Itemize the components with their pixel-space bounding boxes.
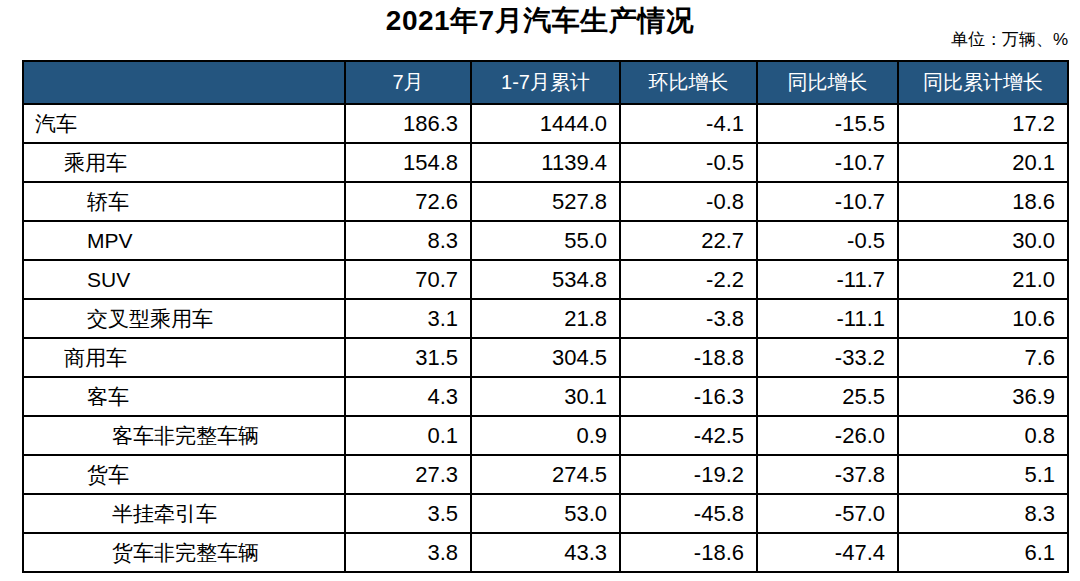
value-cell: 0.8 — [898, 416, 1068, 455]
row-label: 半挂牵引车 — [23, 494, 345, 533]
column-header-2: 环比增长 — [620, 61, 757, 104]
value-cell: -47.4 — [757, 533, 898, 572]
value-cell: 274.5 — [471, 455, 620, 494]
value-cell: 4.3 — [345, 377, 471, 416]
value-cell: -19.2 — [620, 455, 757, 494]
row-label: 商用车 — [23, 338, 345, 377]
page-title: 2021年7月汽车生产情况 — [0, 2, 1080, 40]
value-cell: 6.1 — [898, 533, 1068, 572]
value-cell: -16.3 — [620, 377, 757, 416]
value-cell: 22.7 — [620, 221, 757, 260]
table-row: 货车27.3274.5-19.2-37.85.1 — [23, 455, 1068, 494]
value-cell: 21.8 — [471, 299, 620, 338]
production-table: 7月1-7月累计环比增长同比增长同比累计增长 汽车186.31444.0-4.1… — [22, 60, 1069, 573]
value-cell: -26.0 — [757, 416, 898, 455]
row-label: 轿车 — [23, 182, 345, 221]
value-cell: 3.5 — [345, 494, 471, 533]
value-cell: 55.0 — [471, 221, 620, 260]
value-cell: 31.5 — [345, 338, 471, 377]
value-cell: 70.7 — [345, 260, 471, 299]
value-cell: -18.8 — [620, 338, 757, 377]
table-row: SUV70.7534.8-2.2-11.721.0 — [23, 260, 1068, 299]
column-header-0: 7月 — [345, 61, 471, 104]
value-cell: 1444.0 — [471, 104, 620, 143]
table-row: 客车4.330.1-16.325.536.9 — [23, 377, 1068, 416]
value-cell: -10.7 — [757, 182, 898, 221]
table-row: 货车非完整车辆3.843.3-18.6-47.46.1 — [23, 533, 1068, 572]
value-cell: -57.0 — [757, 494, 898, 533]
value-cell: 534.8 — [471, 260, 620, 299]
value-cell: -42.5 — [620, 416, 757, 455]
value-cell: -0.5 — [620, 143, 757, 182]
value-cell: -10.7 — [757, 143, 898, 182]
value-cell: 30.1 — [471, 377, 620, 416]
value-cell: 7.6 — [898, 338, 1068, 377]
value-cell: 1139.4 — [471, 143, 620, 182]
value-cell: -3.8 — [620, 299, 757, 338]
value-cell: -2.2 — [620, 260, 757, 299]
value-cell: 5.1 — [898, 455, 1068, 494]
value-cell: -11.7 — [757, 260, 898, 299]
value-cell: 36.9 — [898, 377, 1068, 416]
value-cell: -4.1 — [620, 104, 757, 143]
value-cell: -37.8 — [757, 455, 898, 494]
row-label: 客车 — [23, 377, 345, 416]
value-cell: 186.3 — [345, 104, 471, 143]
column-header-1: 1-7月累计 — [471, 61, 620, 104]
value-cell: -11.1 — [757, 299, 898, 338]
corner-cell — [23, 61, 345, 104]
value-cell: -15.5 — [757, 104, 898, 143]
value-cell: 25.5 — [757, 377, 898, 416]
value-cell: 53.0 — [471, 494, 620, 533]
table-header-row: 7月1-7月累计环比增长同比增长同比累计增长 — [23, 61, 1068, 104]
value-cell: 43.3 — [471, 533, 620, 572]
table-row: MPV8.355.022.7-0.530.0 — [23, 221, 1068, 260]
value-cell: 72.6 — [345, 182, 471, 221]
table-row: 半挂牵引车3.553.0-45.8-57.08.3 — [23, 494, 1068, 533]
value-cell: 154.8 — [345, 143, 471, 182]
row-label: 汽车 — [23, 104, 345, 143]
value-cell: 17.2 — [898, 104, 1068, 143]
row-label: 交叉型乘用车 — [23, 299, 345, 338]
value-cell: 304.5 — [471, 338, 620, 377]
value-cell: 527.8 — [471, 182, 620, 221]
value-cell: -0.8 — [620, 182, 757, 221]
table-row: 商用车31.5304.5-18.8-33.27.6 — [23, 338, 1068, 377]
column-header-4: 同比累计增长 — [898, 61, 1068, 104]
row-label: 客车非完整车辆 — [23, 416, 345, 455]
table-row: 汽车186.31444.0-4.1-15.517.2 — [23, 104, 1068, 143]
value-cell: 8.3 — [345, 221, 471, 260]
value-cell: -45.8 — [620, 494, 757, 533]
unit-note: 单位：万辆、% — [951, 28, 1068, 51]
row-label: MPV — [23, 221, 345, 260]
row-label: SUV — [23, 260, 345, 299]
table-row: 交叉型乘用车3.121.8-3.8-11.110.6 — [23, 299, 1068, 338]
value-cell: 10.6 — [898, 299, 1068, 338]
value-cell: -33.2 — [757, 338, 898, 377]
value-cell: 0.9 — [471, 416, 620, 455]
row-label: 货车 — [23, 455, 345, 494]
value-cell: 18.6 — [898, 182, 1068, 221]
row-label: 乘用车 — [23, 143, 345, 182]
value-cell: 3.1 — [345, 299, 471, 338]
value-cell: 20.1 — [898, 143, 1068, 182]
value-cell: 0.1 — [345, 416, 471, 455]
table-row: 客车非完整车辆0.10.9-42.5-26.00.8 — [23, 416, 1068, 455]
value-cell: 27.3 — [345, 455, 471, 494]
value-cell: -0.5 — [757, 221, 898, 260]
value-cell: 21.0 — [898, 260, 1068, 299]
value-cell: 8.3 — [898, 494, 1068, 533]
value-cell: 3.8 — [345, 533, 471, 572]
value-cell: -18.6 — [620, 533, 757, 572]
column-header-3: 同比增长 — [757, 61, 898, 104]
row-label: 货车非完整车辆 — [23, 533, 345, 572]
table-row: 轿车72.6527.8-0.8-10.718.6 — [23, 182, 1068, 221]
value-cell: 30.0 — [898, 221, 1068, 260]
table-row: 乘用车154.81139.4-0.5-10.720.1 — [23, 143, 1068, 182]
